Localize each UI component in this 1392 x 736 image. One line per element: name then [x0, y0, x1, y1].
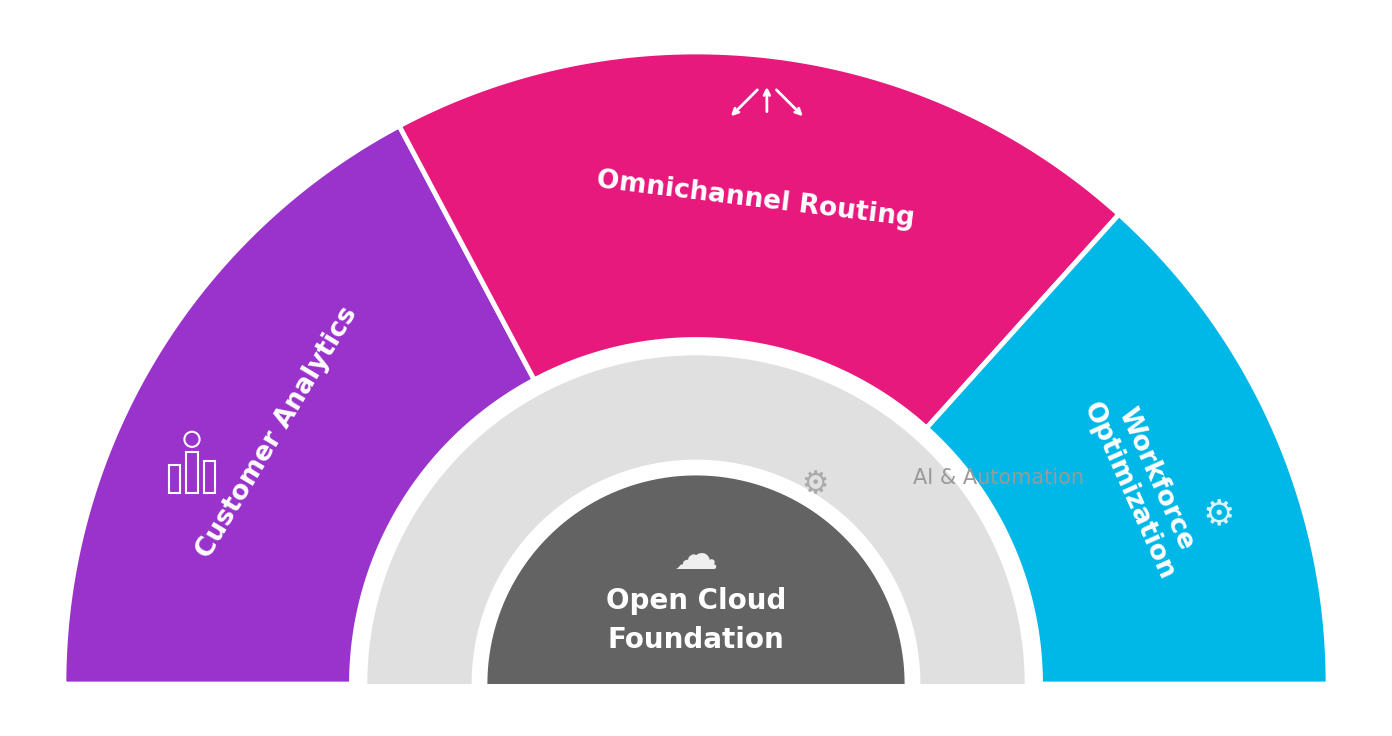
Text: Open Cloud
Foundation: Open Cloud Foundation	[606, 587, 786, 654]
Bar	[187, 452, 198, 493]
Text: ⚙: ⚙	[1203, 497, 1235, 531]
Text: ⚙: ⚙	[802, 470, 828, 499]
Text: Workforce
Optimization: Workforce Optimization	[1077, 386, 1207, 584]
Text: Omnichannel Routing: Omnichannel Routing	[594, 167, 916, 232]
Text: ⊞: ⊞	[178, 464, 206, 497]
Polygon shape	[927, 214, 1328, 684]
Polygon shape	[400, 52, 1119, 428]
Polygon shape	[64, 126, 535, 684]
Polygon shape	[367, 355, 1025, 684]
Text: Customer Analytics: Customer Analytics	[192, 302, 363, 563]
Polygon shape	[487, 475, 905, 684]
Bar	[168, 464, 180, 493]
Bar	[205, 461, 216, 493]
Polygon shape	[0, 684, 1392, 736]
Text: AI & Automation: AI & Automation	[913, 468, 1084, 488]
Text: ☁: ☁	[674, 535, 718, 578]
